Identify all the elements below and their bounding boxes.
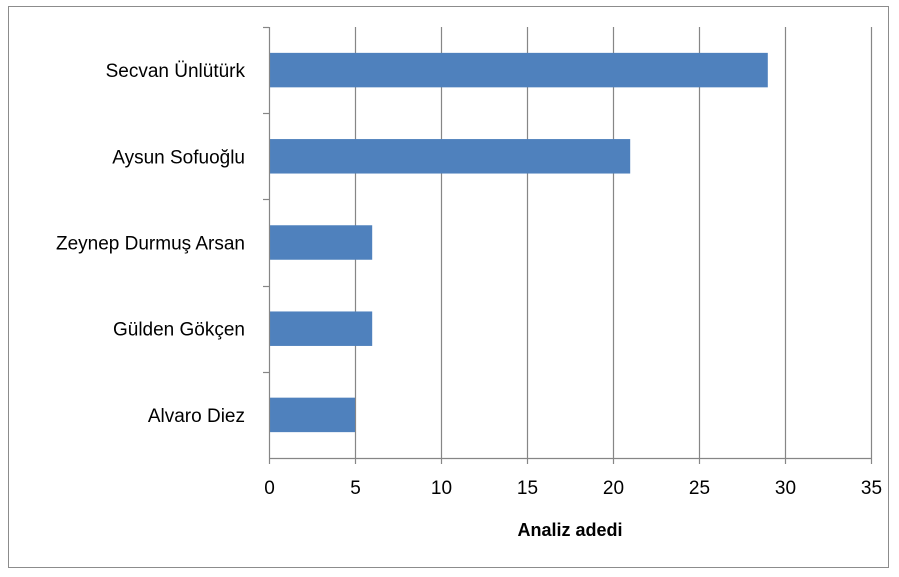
axes	[263, 26, 873, 464]
bar-4	[270, 397, 355, 433]
bar-1	[270, 139, 631, 174]
bar-2	[270, 225, 373, 260]
x-axis-title: Analiz adedi	[517, 520, 622, 540]
category-label-1: Aysun Sofuoğlu	[112, 147, 245, 168]
bar-0	[270, 52, 768, 88]
x-tick-label-15: 15	[517, 478, 538, 499]
x-tick-label-0: 0	[264, 478, 275, 499]
x-tick-label-20: 20	[603, 478, 624, 499]
category-label-2: Zeynep Durmuş Arsan	[56, 234, 245, 255]
x-tick-label-35: 35	[861, 478, 882, 499]
gridlines	[354, 27, 873, 458]
category-label-0: Secvan Ünlütürk	[106, 61, 246, 82]
x-tick-label-10: 10	[431, 478, 452, 499]
x-tick-labels: 0 5 10 15 20 25 30 35	[264, 478, 882, 499]
bars	[270, 52, 768, 433]
category-label-3: Gülden Gökçen	[113, 320, 245, 341]
x-tick-label-25: 25	[689, 478, 710, 499]
x-tick-label-5: 5	[350, 478, 361, 499]
category-labels: Secvan Ünlütürk Aysun Sofuoğlu Zeynep Durm…	[56, 61, 246, 427]
category-label-4: Alvaro Diez	[148, 406, 245, 427]
x-tick-label-30: 30	[775, 478, 796, 499]
bar-3	[270, 311, 373, 346]
chart-frame	[8, 6, 889, 568]
